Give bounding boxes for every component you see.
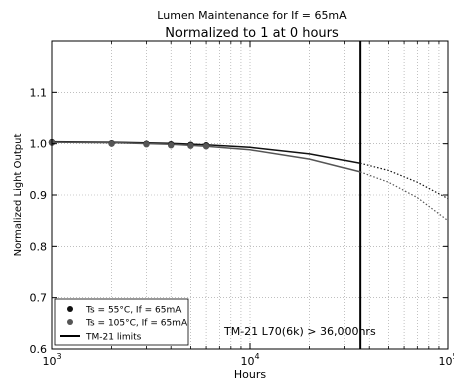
legend-label-series-2: Ts = 105°C, If = 65mA bbox=[85, 319, 188, 329]
grid-lines bbox=[52, 41, 448, 349]
y-axis-label: Normalized Light Output bbox=[13, 134, 24, 257]
y-tick-label: 1.0 bbox=[30, 138, 48, 151]
legend-marker-series-1 bbox=[67, 306, 73, 312]
legend: Ts = 55°C, If = 65mA Ts = 105°C, If = 65m… bbox=[54, 298, 189, 346]
y-tick-label: 0.8 bbox=[30, 240, 48, 253]
y-tick-label: 0.7 bbox=[30, 292, 48, 305]
legend-label-limit: TM-21 limits bbox=[85, 333, 142, 343]
chart-title: Lumen Maintenance for If = 65mA bbox=[157, 9, 347, 22]
series-2-point bbox=[168, 142, 175, 149]
legend-box bbox=[54, 298, 189, 346]
series-2-point bbox=[187, 142, 194, 149]
x-tick-label: 105 bbox=[438, 352, 454, 368]
series-layer bbox=[48, 138, 449, 222]
legend-label-series-1: Ts = 55°C, If = 65mA bbox=[85, 306, 182, 316]
y-tick-label: 1.1 bbox=[30, 86, 48, 99]
x-axis-label: Hours bbox=[234, 368, 266, 381]
x-tick-label: 103 bbox=[42, 352, 61, 368]
y-tick-label: 0.9 bbox=[30, 189, 48, 202]
series-2-point bbox=[143, 140, 150, 148]
x-tick-label: 104 bbox=[240, 352, 259, 368]
series-2-point bbox=[108, 140, 115, 147]
y-tick-label: 0.6 bbox=[30, 343, 48, 356]
series-1-extrapolation-line bbox=[359, 162, 449, 200]
l70-annotation: TM-21 L70(6k) > 36,000hrs bbox=[223, 325, 376, 338]
series-2-point bbox=[202, 143, 210, 150]
series-2-extrapolation-line bbox=[359, 171, 449, 222]
chart-subtitle: Normalized to 1 at 0 hours bbox=[165, 26, 339, 41]
legend-marker-series-2 bbox=[67, 319, 73, 325]
axis-ticks: 0.6 0.7 0.8 0.9 1.0 1.1 103 104 105 bbox=[30, 41, 454, 368]
